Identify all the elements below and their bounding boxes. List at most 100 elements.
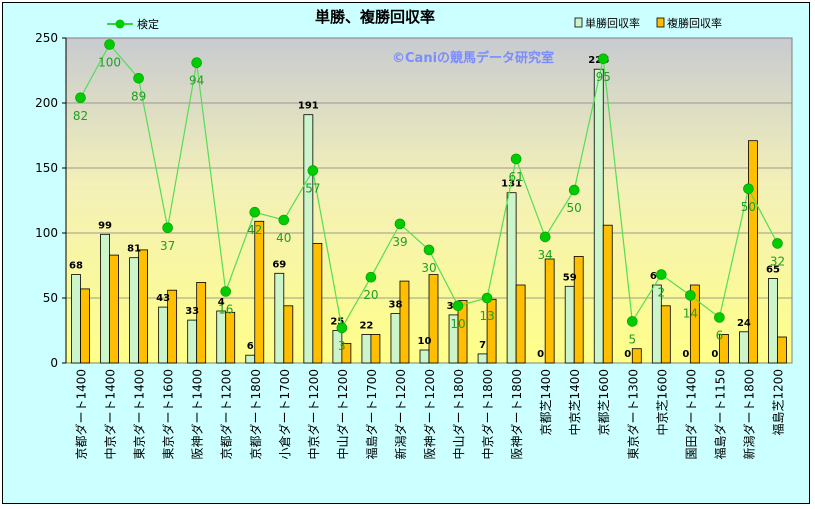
bar-fukusho [515,284,526,364]
bar-fukusho [777,336,787,364]
x-category-label: 小倉ダート1700 [277,369,292,460]
kentei-value-label: 2 [657,286,665,300]
y-tick-label: 150 [35,161,58,175]
kentei-point [626,316,638,327]
bar-value-label: 191 [298,101,319,112]
kentei-point [568,184,580,196]
bar-tansho [419,349,430,364]
chart-title: 単勝、複勝回収率 [315,8,435,26]
bar-value-label: 7 [479,340,486,351]
x-category-label: 中京ダート1200 [306,369,321,460]
bar-value-label: 0 [624,349,631,360]
bar-fukusho [341,343,352,364]
bar-fukusho [283,305,294,364]
bar-value-label: 59 [563,272,577,283]
bar-value-label: 0 [682,349,689,360]
kentei-value-label: 100 [98,56,121,70]
legend-marker-swatch [115,19,125,29]
bar-value-label: 0 [711,349,718,360]
bar-tansho [390,313,401,364]
bar-tansho [245,354,256,364]
x-category-label: 京都芝1600 [596,369,611,436]
bar-fukusho [719,333,729,364]
x-category-label: 中山ダート1200 [335,369,350,460]
bar-tansho [129,257,140,364]
kentei-point [75,92,86,104]
bar-fukusho [196,281,207,364]
kentei-value-label: 14 [683,306,698,320]
x-category-label: 福島ダート1700 [364,369,379,460]
x-category-label: 阪神ダート1200 [422,369,437,460]
bar-value-label: 43 [156,293,170,304]
bar-fukusho [167,289,178,364]
x-category-label: 東京ダート1600 [161,369,176,460]
kentei-point [656,269,667,280]
bar-value-label: 81 [127,244,141,255]
bar-tansho [506,192,517,364]
kentei-value-label: 5 [628,332,636,346]
bar-value-label: 24 [737,318,751,329]
kentei-value-label: 89 [131,89,146,103]
x-category-label: 中山ダート1800 [451,369,466,460]
kentei-value-label: 95 [596,70,611,84]
x-category-label: 東京ダート1400 [132,369,147,460]
bar-value-label: 10 [418,336,432,347]
legend-swatch-fukusho [656,17,665,28]
kentei-point [510,153,522,165]
bar-fukusho [225,311,236,364]
x-category-label: 阪神ダート1800 [509,369,524,460]
bar-value-label: 25 [330,317,344,328]
legend-swatch-tansho [574,17,583,28]
bar-tansho [216,310,227,364]
bar-fukusho [544,258,555,364]
kentei-value-label: 82 [73,109,88,123]
bar-value-label: 68 [69,261,83,272]
kentei-point [743,183,754,195]
bar-value-label: 22 [359,320,373,331]
bar-tansho [274,272,285,364]
x-category-label: 京都ダート1400 [74,369,89,460]
kentei-point [714,312,725,323]
x-category-label: 福島ダート1150 [712,369,727,460]
bar-fukusho [660,305,671,364]
bar-tansho [564,285,575,364]
kentei-point [336,322,348,334]
bar-fukusho [573,255,584,364]
x-category-label: 新潟ダート1200 [393,369,408,460]
y-tick-label: 200 [35,96,58,110]
bar-fukusho [254,220,265,364]
legend-label-fukusho: 複勝回収率 [667,16,722,30]
kentei-point [685,290,696,301]
bar-fukusho [370,333,381,364]
kentei-point [452,300,464,312]
kentei-value-label: 32 [770,254,785,268]
bar-tansho [303,114,314,364]
bar-fukusho [109,254,119,364]
bar-value-label: 4 [218,297,225,308]
kentei-value-label: 3 [338,339,346,353]
x-category-label: 京都ダート1200 [219,369,234,460]
kentei-point [772,238,783,249]
x-category-label: 新潟ダート1800 [741,369,756,460]
kentei-point [278,214,290,226]
y-tick-label: 100 [35,226,58,240]
bar-fukusho [631,348,642,364]
kentei-value-label: 94 [189,74,204,88]
kentei-point [394,218,406,230]
bar-value-label: 33 [185,306,199,317]
y-tick-label: 0 [50,356,58,370]
bar-tansho [768,278,778,364]
legend: 検定 単勝回収率 複勝回収率 [107,16,722,31]
x-category-label: 中京芝1400 [567,369,582,436]
kentei-point [307,165,319,176]
bar-fukusho [689,284,700,364]
x-category-label: 京都ダート1800 [248,369,263,460]
bar-value-label: 6 [247,341,254,352]
kentei-point [162,222,173,234]
bar-value-label: 38 [388,300,402,311]
kentei-point [539,231,551,243]
kentei-value-label: 34 [538,248,553,262]
kentei-point [191,57,202,69]
kentei-value-label: 39 [392,235,407,249]
